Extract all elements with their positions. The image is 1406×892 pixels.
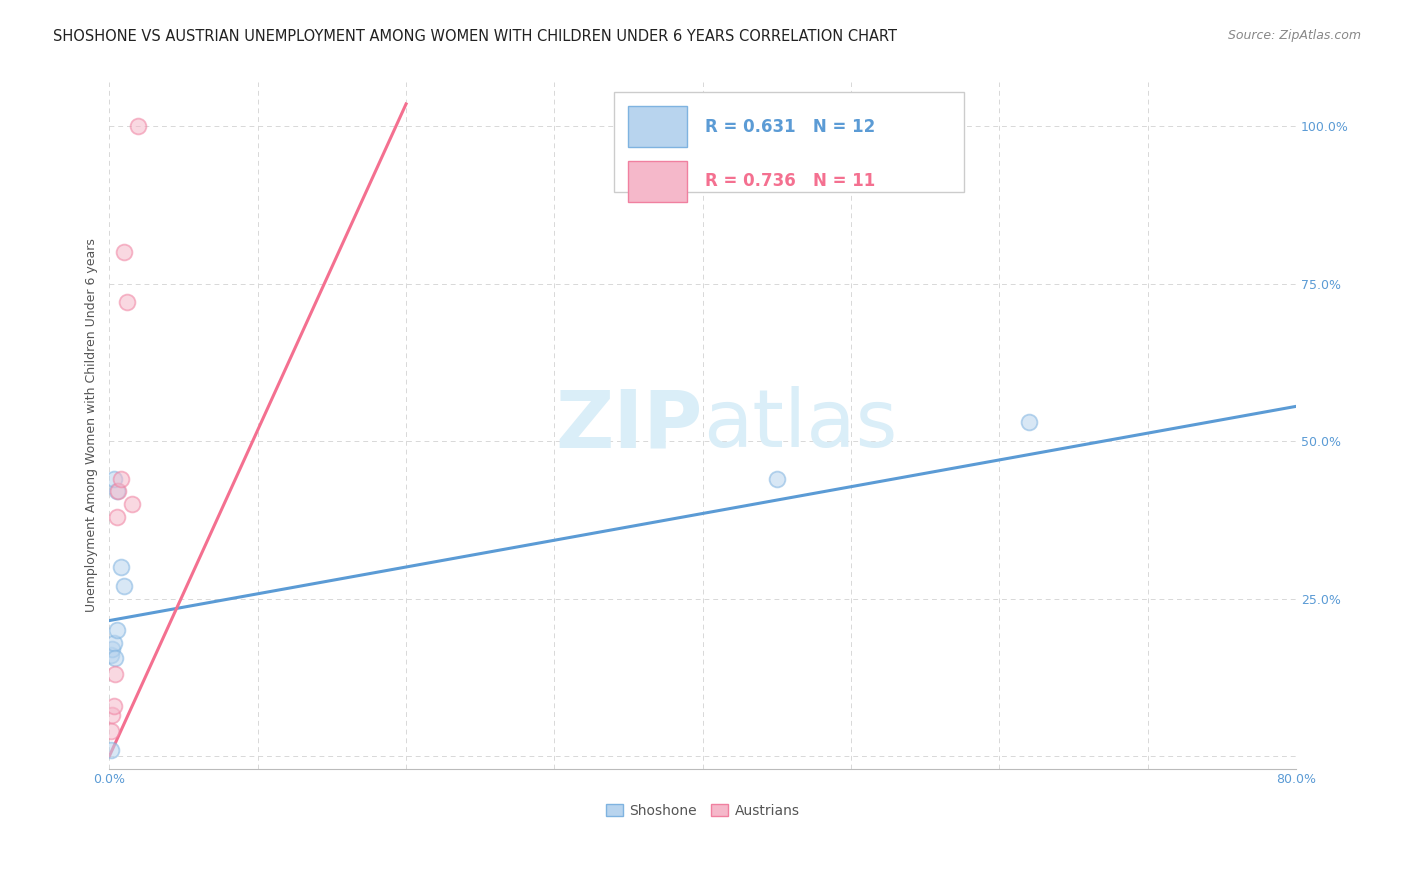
Point [105,484,128,499]
Point [1018,415,1040,429]
Y-axis label: Unemployment Among Women with Children Under 6 years: Unemployment Among Women with Children U… [86,238,98,612]
Text: SHOSHONE VS AUSTRIAN UNEMPLOYMENT AMONG WOMEN WITH CHILDREN UNDER 6 YEARS CORREL: SHOSHONE VS AUSTRIAN UNEMPLOYMENT AMONG … [53,29,897,44]
Point [104,651,127,665]
Point [100,723,122,738]
Text: atlas: atlas [703,386,897,464]
Point [103,472,125,486]
Point [103,635,125,649]
FancyBboxPatch shape [628,106,688,147]
Point [101,641,124,656]
Point [107,484,129,499]
Point [115,295,138,310]
Point [105,509,128,524]
Point [766,472,789,486]
FancyBboxPatch shape [614,92,965,192]
Point [110,472,132,486]
Point [100,742,122,756]
Text: R = 0.631   N = 12: R = 0.631 N = 12 [706,118,876,136]
Point [127,119,149,133]
Point [112,245,135,260]
Point [105,623,128,637]
Text: Source: ZipAtlas.com: Source: ZipAtlas.com [1227,29,1361,42]
Point [100,648,122,663]
Text: R = 0.736   N = 11: R = 0.736 N = 11 [706,172,876,191]
Point [121,497,143,511]
Point [110,560,132,574]
Point [103,698,125,713]
Text: ZIP: ZIP [555,386,703,464]
Legend: Shoshone, Austrians: Shoshone, Austrians [600,798,806,823]
Point [112,579,135,593]
Point [104,667,127,681]
FancyBboxPatch shape [628,161,688,202]
Point [101,708,124,723]
